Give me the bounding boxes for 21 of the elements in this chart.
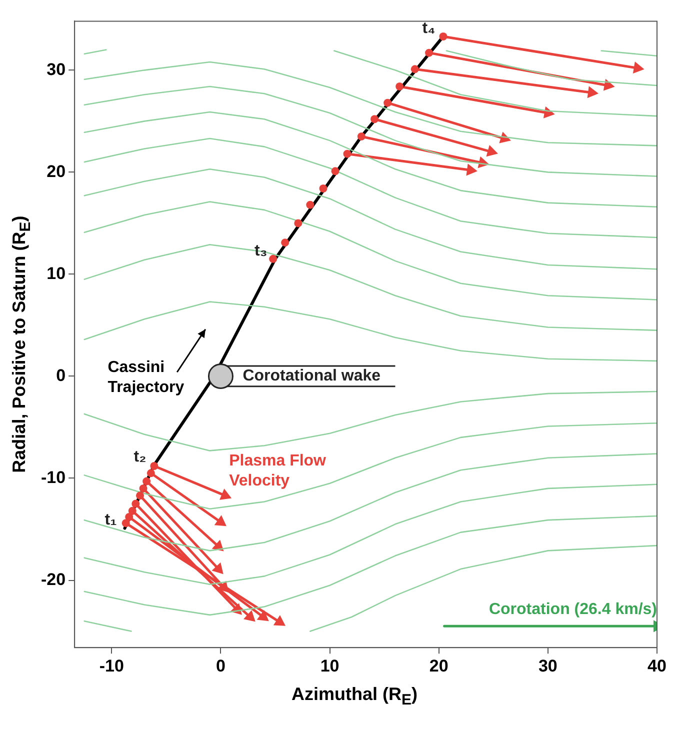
annotation: t₄	[422, 20, 436, 37]
annotation: t₃	[254, 242, 268, 260]
y-tick-label: -20	[40, 570, 66, 589]
series-label: Plasma Flow Velocity	[229, 452, 327, 490]
x-tick-label: 30	[538, 656, 558, 676]
x-axis-title: Azimuthal (R$_{E}$)	[290, 684, 418, 709]
y-tick-label: 30	[46, 60, 66, 79]
series-label: Corotation (26.4 km/s)	[488, 601, 657, 618]
y-tick-label: 20	[46, 162, 66, 181]
x-tick-label: 0	[216, 656, 226, 676]
annotation: Corotational wake	[242, 368, 381, 385]
series-label: Cassini Trajectory	[108, 359, 184, 396]
x-tick-label: 40	[648, 656, 666, 676]
x-tick-label: 10	[320, 656, 340, 676]
x-tick-label: 20	[429, 656, 448, 676]
y-tick-label: -10	[40, 468, 66, 487]
annotation: t₁	[104, 512, 118, 529]
y-tick-label: 10	[46, 264, 66, 283]
x-tick-label: -10	[99, 656, 124, 676]
annotation: t₂	[134, 448, 146, 466]
y-tick-label: 0	[56, 366, 66, 385]
